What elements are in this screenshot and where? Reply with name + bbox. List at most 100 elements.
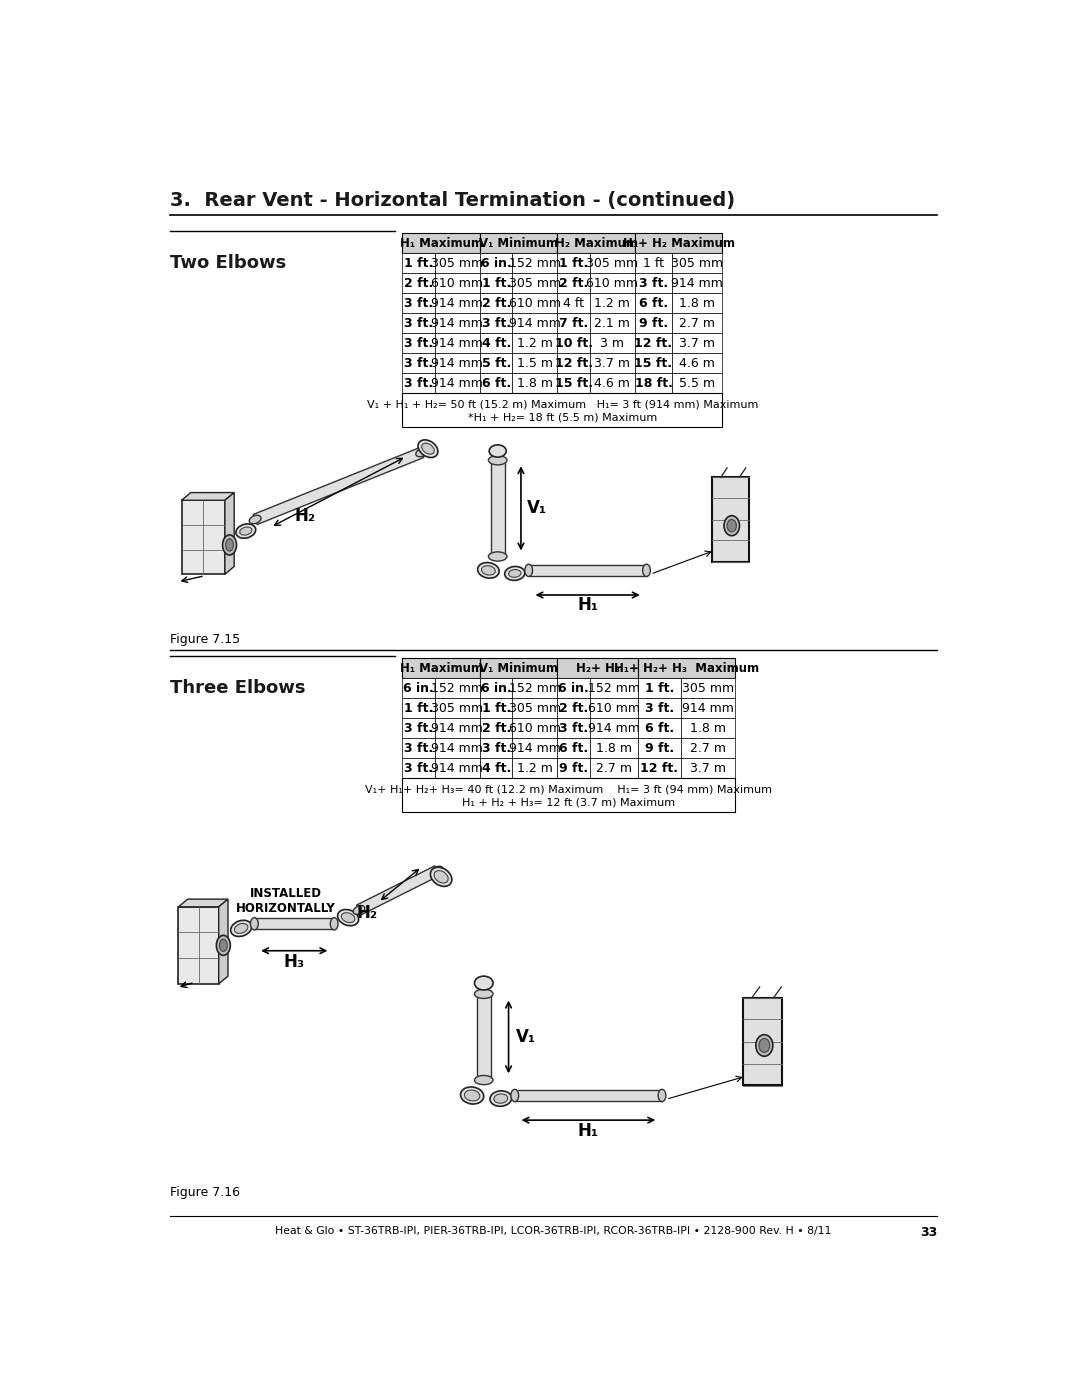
Bar <box>403 334 435 353</box>
Text: 610 mm: 610 mm <box>509 296 561 310</box>
Bar <box>635 233 723 253</box>
Text: 6 in.: 6 in. <box>481 257 512 270</box>
Text: 305 mm: 305 mm <box>509 701 561 715</box>
Text: 4.6 m: 4.6 m <box>679 356 715 370</box>
Text: 5 ft.: 5 ft. <box>482 356 511 370</box>
Bar <box>680 738 734 759</box>
Ellipse shape <box>434 870 448 883</box>
Text: Heat & Glo • ST-36TRB-IPI, PIER-36TRB-IPI, LCOR-36TRB-IPI, RCOR-36TRB-IPI • 2128: Heat & Glo • ST-36TRB-IPI, PIER-36TRB-IP… <box>275 1225 832 1235</box>
Bar <box>403 393 723 427</box>
Text: V₁: V₁ <box>527 499 548 517</box>
Text: 914 mm: 914 mm <box>509 742 561 754</box>
Ellipse shape <box>759 1038 770 1052</box>
Text: 2.1 m: 2.1 m <box>594 317 631 330</box>
Bar <box>635 293 672 313</box>
Bar <box>403 253 435 274</box>
Bar <box>635 353 672 373</box>
Bar <box>480 373 512 393</box>
Ellipse shape <box>431 868 451 887</box>
Text: 9 ft.: 9 ft. <box>645 742 674 754</box>
Text: 6 ft.: 6 ft. <box>559 742 589 754</box>
Text: 914 mm: 914 mm <box>681 701 733 715</box>
Text: *H₁ + H₂= 18 ft (5.5 m) Maximum: *H₁ + H₂= 18 ft (5.5 m) Maximum <box>468 412 657 423</box>
Text: 914 mm: 914 mm <box>588 722 639 735</box>
Text: H₁ + H₂ + H₃= 12 ft (3.7 m) Maximum: H₁ + H₂ + H₃= 12 ft (3.7 m) Maximum <box>462 798 675 807</box>
Text: 1 ft: 1 ft <box>643 257 664 270</box>
Text: 6 in.: 6 in. <box>481 682 512 694</box>
Bar <box>512 274 557 293</box>
Text: 3 ft.: 3 ft. <box>404 761 433 775</box>
Text: 1.2 m: 1.2 m <box>517 337 553 349</box>
Ellipse shape <box>226 539 233 550</box>
Bar <box>635 253 672 274</box>
Bar <box>403 293 435 313</box>
Text: 152 mm: 152 mm <box>431 682 484 694</box>
Text: 2 ft.: 2 ft. <box>404 277 433 289</box>
Bar <box>480 253 512 274</box>
Bar <box>638 678 680 698</box>
Bar <box>435 698 480 718</box>
Ellipse shape <box>756 1035 773 1056</box>
Bar <box>480 334 512 353</box>
Text: 15 ft.: 15 ft. <box>555 377 593 390</box>
Bar <box>680 698 734 718</box>
Bar <box>635 274 672 293</box>
Text: Two Elbows: Two Elbows <box>170 254 286 272</box>
Bar <box>557 293 590 313</box>
Bar <box>403 274 435 293</box>
Text: 152 mm: 152 mm <box>509 257 561 270</box>
Text: 1 ft.: 1 ft. <box>404 701 433 715</box>
Bar <box>590 678 638 698</box>
Text: 914 mm: 914 mm <box>432 761 484 775</box>
Bar <box>635 313 672 334</box>
Text: 2.7 m: 2.7 m <box>596 761 632 775</box>
Polygon shape <box>178 907 218 983</box>
Text: 3 ft.: 3 ft. <box>404 296 433 310</box>
Text: 3.  Rear Vent - Horizontal Termination - (continued): 3. Rear Vent - Horizontal Termination - … <box>170 191 735 210</box>
Text: 3 ft.: 3 ft. <box>559 722 589 735</box>
Bar <box>590 334 635 353</box>
Text: 2.7 m: 2.7 m <box>679 317 715 330</box>
Text: H₂ Maximum: H₂ Maximum <box>555 236 637 250</box>
Ellipse shape <box>464 1090 480 1101</box>
Text: 3 ft.: 3 ft. <box>482 742 511 754</box>
Text: 3 ft.: 3 ft. <box>404 742 433 754</box>
Text: 6 in.: 6 in. <box>558 682 589 694</box>
Bar <box>480 658 557 678</box>
Bar <box>435 313 480 334</box>
Ellipse shape <box>216 936 230 956</box>
Text: 4.6 m: 4.6 m <box>594 377 631 390</box>
Polygon shape <box>181 500 225 574</box>
Bar <box>403 698 435 718</box>
Text: 3.7 m: 3.7 m <box>690 761 726 775</box>
Bar <box>255 918 334 929</box>
Bar <box>557 373 590 393</box>
Bar <box>480 698 512 718</box>
Bar <box>403 658 480 678</box>
Bar <box>512 253 557 274</box>
Bar <box>590 373 635 393</box>
Bar <box>590 759 638 778</box>
Ellipse shape <box>249 515 261 524</box>
Text: 305 mm: 305 mm <box>431 257 484 270</box>
Text: 9 ft.: 9 ft. <box>639 317 669 330</box>
Text: 1 ft.: 1 ft. <box>559 257 589 270</box>
Bar <box>512 759 557 778</box>
Bar <box>557 738 590 759</box>
Text: 1.8 m: 1.8 m <box>679 296 715 310</box>
Ellipse shape <box>724 515 740 535</box>
Bar <box>480 759 512 778</box>
Text: INSTALLED
HORIZONTALLY: INSTALLED HORIZONTALLY <box>237 887 336 915</box>
Text: 3 ft.: 3 ft. <box>645 701 674 715</box>
Text: 7 ft.: 7 ft. <box>559 317 589 330</box>
Ellipse shape <box>418 440 437 458</box>
Ellipse shape <box>643 564 650 577</box>
Ellipse shape <box>234 923 248 933</box>
Bar <box>638 698 680 718</box>
Bar <box>480 293 512 313</box>
Text: 1 ft.: 1 ft. <box>482 277 511 289</box>
Bar <box>590 293 635 313</box>
Polygon shape <box>225 493 234 574</box>
Ellipse shape <box>474 977 494 990</box>
Text: V₁ + H₁ + H₂= 50 ft (15.2 m) Maximum   H₁= 3 ft (914 mm) Maximum: V₁ + H₁ + H₂= 50 ft (15.2 m) Maximum H₁=… <box>367 400 758 409</box>
